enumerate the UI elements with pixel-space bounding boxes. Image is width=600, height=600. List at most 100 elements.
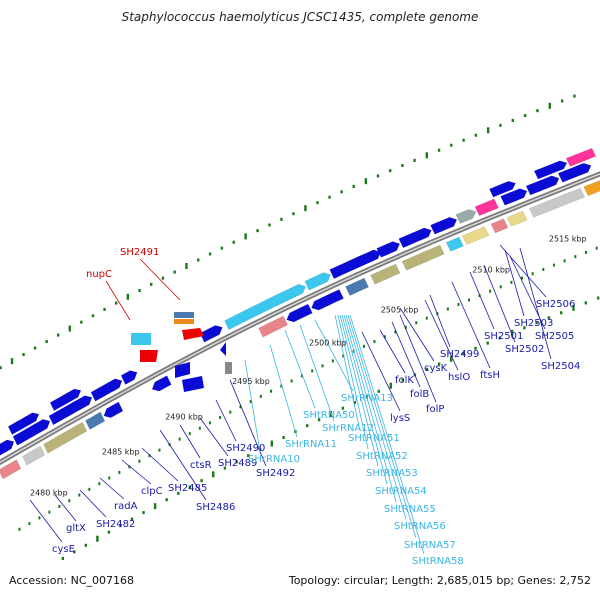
map-title: Staphylococcus haemolyticus JCSC1435, co…: [121, 10, 479, 24]
cds-outer: [565, 147, 597, 167]
red-leader: [139, 258, 181, 301]
scale-dot: [130, 517, 134, 521]
scale-tick: [415, 321, 418, 325]
scale-dot: [317, 418, 321, 422]
cds-forward: [557, 162, 592, 183]
scale-tick: [138, 459, 141, 463]
rna-label: SHtRNA57: [404, 540, 456, 551]
scale-dot: [247, 454, 250, 458]
scale-dot: [153, 503, 157, 510]
scale-dot: [316, 201, 319, 205]
cds-reverse: [461, 226, 490, 246]
scale-dot: [499, 123, 502, 127]
scale-dot: [596, 296, 600, 300]
kbp-label: 2480 kbp: [30, 489, 68, 498]
scale-tick: [363, 344, 366, 348]
scale-dot: [80, 320, 83, 324]
scale-tick: [108, 476, 111, 480]
cds-reverse: [0, 459, 22, 480]
cds-block: [182, 376, 204, 392]
scale-dot: [572, 304, 575, 311]
scale-dot: [244, 233, 247, 240]
scale-dot: [208, 252, 212, 256]
scale-tick: [259, 394, 262, 398]
cds-reverse: [345, 277, 369, 296]
kbp-label: 2510 kbp: [472, 266, 510, 275]
scale-dot: [150, 282, 153, 286]
scale-tick: [531, 272, 534, 276]
scale-dot: [68, 325, 71, 332]
cds-reverse: [445, 236, 464, 252]
scale-dot: [119, 524, 122, 528]
scale-tick: [88, 487, 91, 491]
scale-dot: [235, 460, 238, 464]
scale-tick: [383, 335, 386, 339]
scale-dot: [173, 270, 176, 274]
gene-leader: [509, 255, 546, 330]
scale-tick: [18, 527, 21, 531]
scale-tick: [38, 516, 41, 520]
scale-tick: [300, 374, 303, 378]
scale-dot: [0, 366, 2, 370]
features: [0, 147, 600, 480]
scale-tick: [373, 340, 376, 344]
scale-dot: [328, 195, 331, 199]
gene-label: clpC: [141, 486, 163, 497]
rna-label: SHrRNA13: [341, 393, 393, 404]
scale-dot: [96, 535, 99, 542]
rna-leader: [284, 329, 316, 409]
scale-tick: [98, 482, 101, 486]
gene-label: SH2485: [168, 483, 207, 494]
cds-forward: [304, 272, 331, 291]
gene-leader: [179, 424, 201, 459]
scale-tick: [521, 276, 524, 280]
backbone: [0, 171, 600, 466]
cds-forward: [48, 395, 93, 426]
cds-reverse: [85, 411, 106, 430]
scale-dot: [560, 99, 564, 103]
gene-label: cysE: [52, 544, 75, 555]
scale-dot: [548, 102, 551, 109]
scale-dot: [220, 246, 224, 250]
gene-label: SH2501: [484, 331, 523, 342]
scale-tick: [188, 432, 191, 436]
scale-dot: [304, 205, 307, 212]
scale-dot: [188, 485, 192, 489]
scale-dot: [352, 184, 355, 188]
gene-leader: [451, 281, 491, 369]
scale-tick: [280, 384, 283, 388]
scale-dot: [56, 333, 60, 337]
scale-dot: [91, 314, 95, 318]
scale-dot: [401, 164, 404, 168]
kbp-label: 2515 kbp: [549, 234, 587, 243]
gene-leader: [519, 247, 552, 360]
cds-outer: [7, 412, 40, 435]
scale-tick: [595, 246, 598, 250]
cds-forward: [430, 216, 458, 235]
rna-leader: [269, 344, 298, 438]
scale-dot: [425, 152, 429, 159]
scale-tick: [270, 389, 273, 393]
scale-dot: [536, 109, 539, 113]
scale-dot: [535, 321, 538, 325]
cds-forward: [199, 325, 223, 343]
scale-tick: [158, 448, 161, 452]
scale-tick: [404, 325, 407, 329]
scale-dot: [388, 169, 392, 173]
scale-dot: [33, 346, 37, 350]
gene-label: SH2489: [218, 458, 257, 469]
scale-dot: [177, 491, 180, 495]
rna-label: SHrRNA12: [322, 423, 374, 434]
scale-tick: [28, 522, 31, 526]
scale-dot: [258, 448, 262, 452]
scale-tick: [229, 410, 232, 414]
rna-leader: [345, 314, 407, 520]
rna-leader: [341, 314, 388, 485]
scale-tick: [352, 349, 355, 353]
rna-leader: [244, 359, 261, 453]
scale-dot: [486, 341, 489, 345]
scale-dot: [185, 262, 188, 269]
scale-tick: [239, 405, 242, 409]
rna-label: SHtRNA55: [384, 504, 436, 515]
cds-small: [220, 342, 226, 356]
